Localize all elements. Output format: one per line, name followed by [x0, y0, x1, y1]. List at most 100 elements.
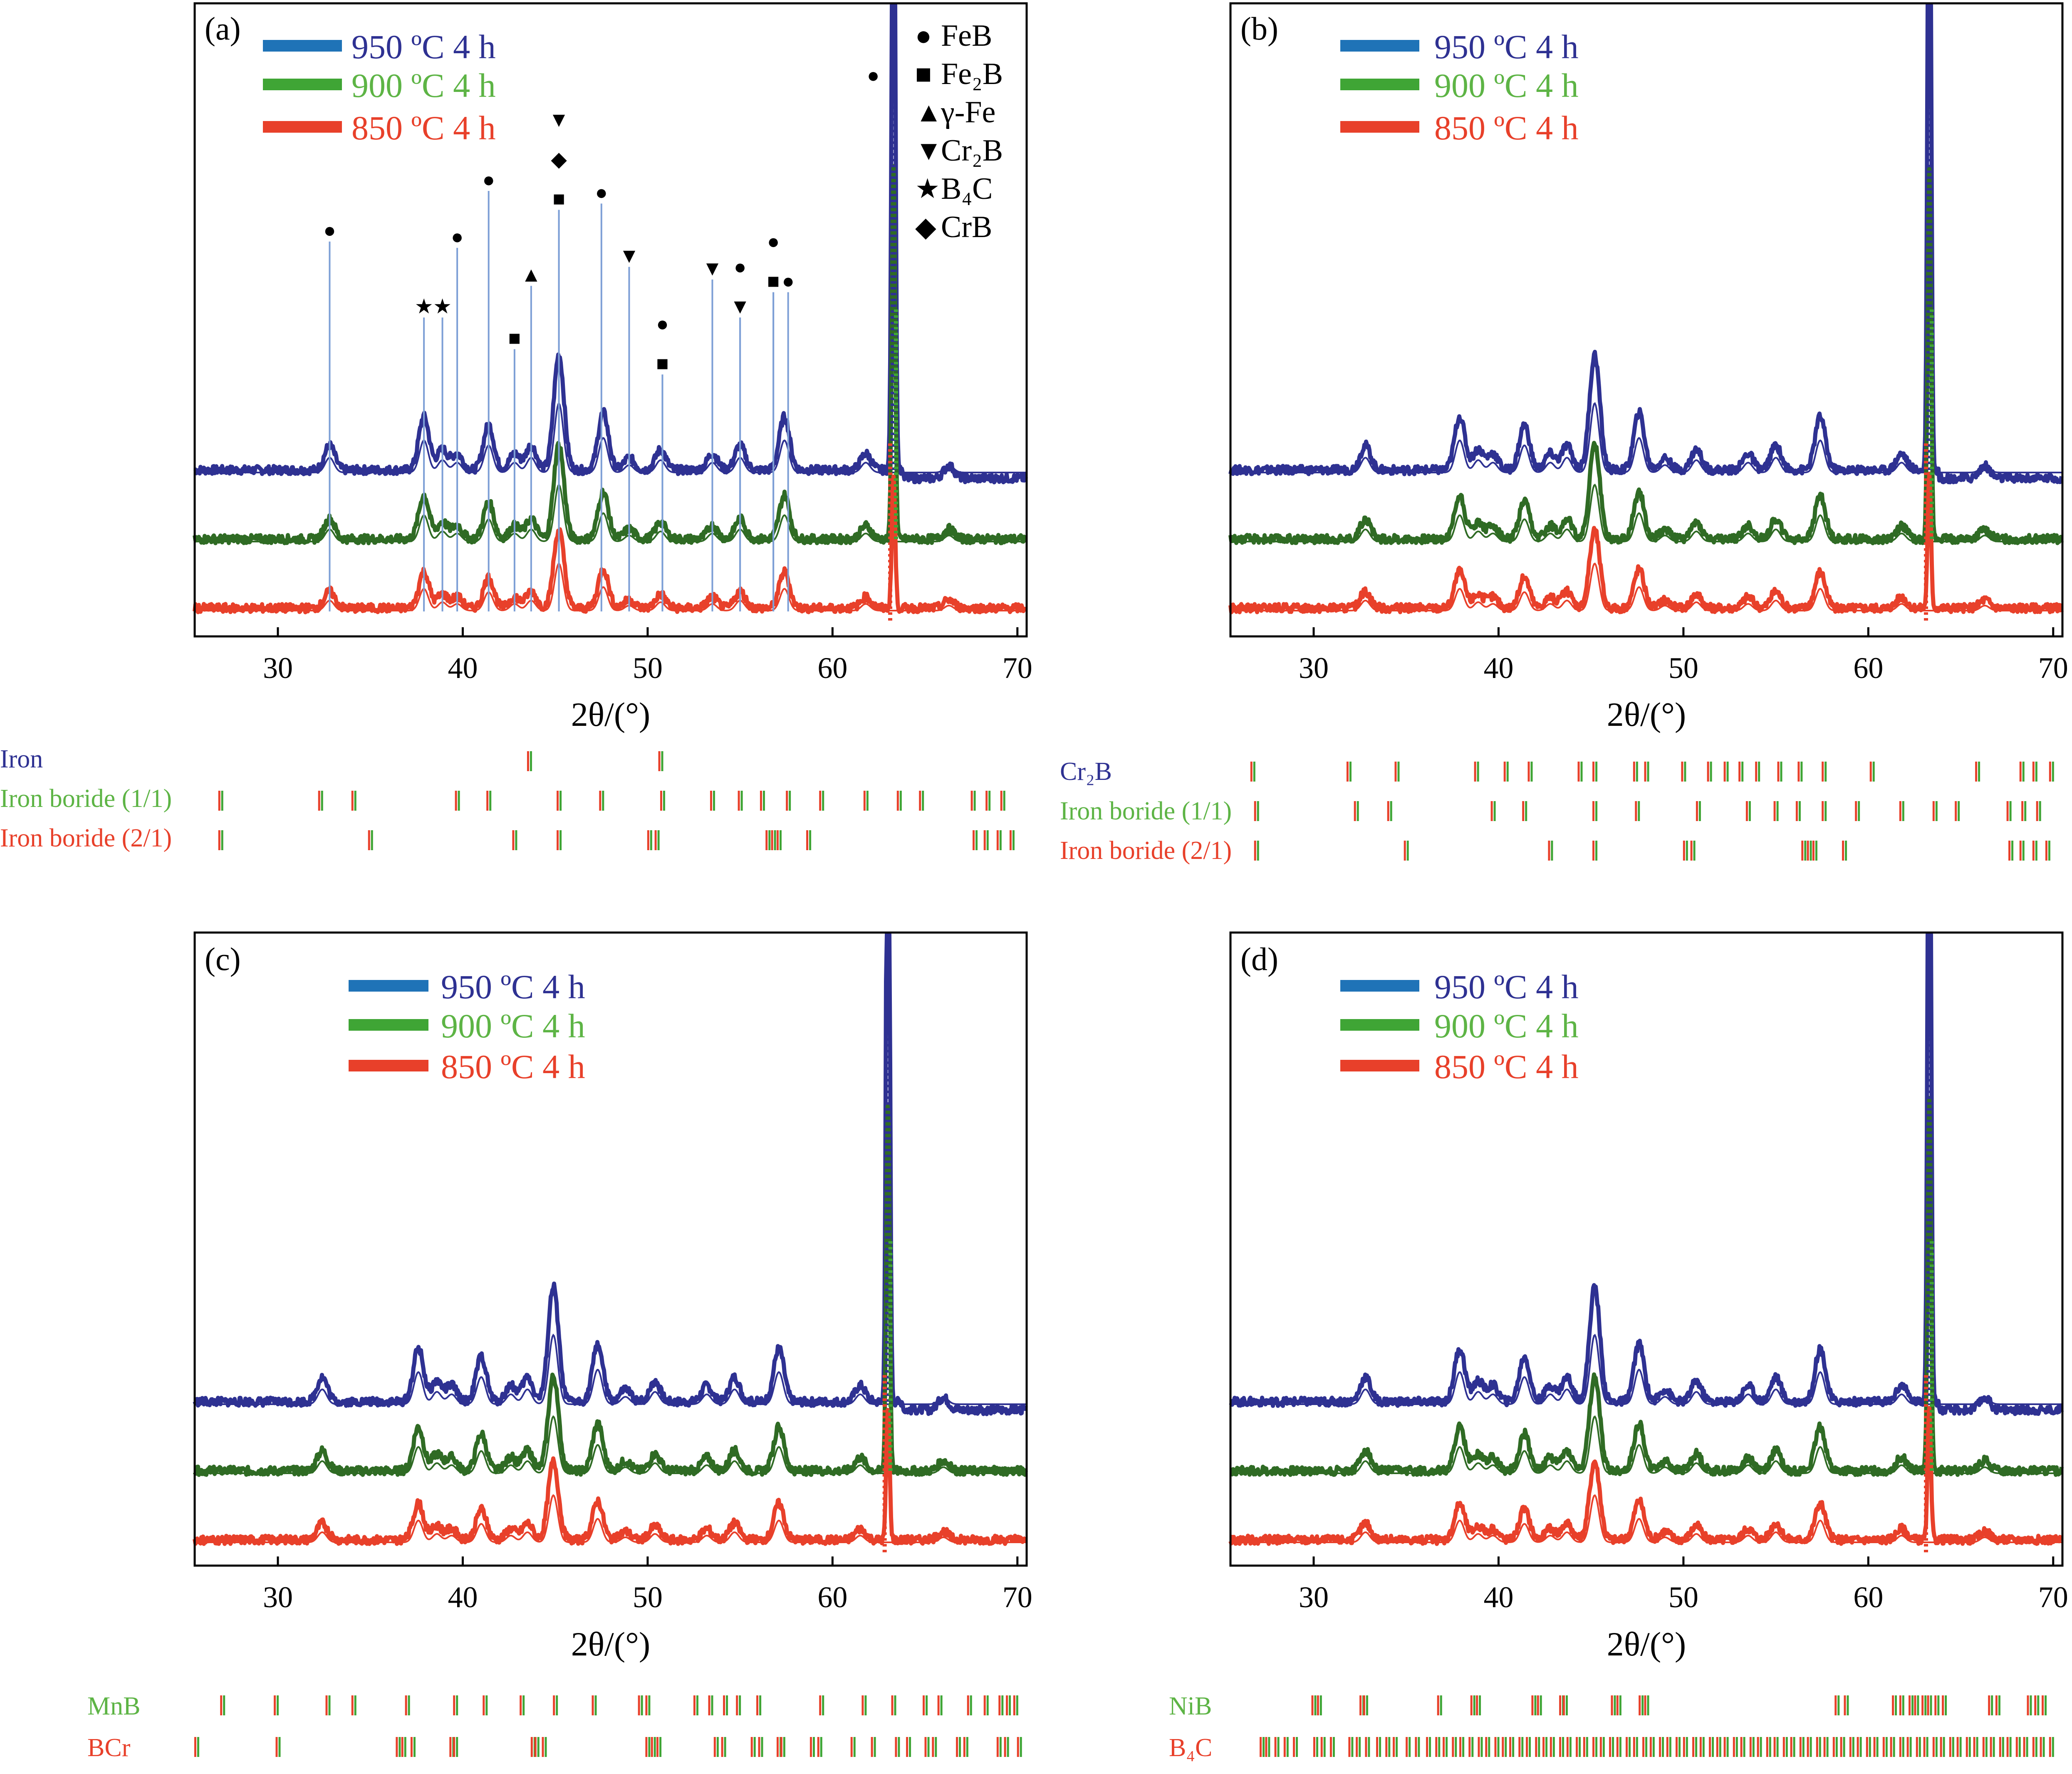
x-tick-label-30: 30 — [263, 651, 293, 685]
fit-line-900 — [1230, 483, 2062, 542]
panel-a-ref-ticks — [218, 751, 1015, 850]
panel-d-x-ticks: 30 40 50 60 70 — [1299, 1556, 2068, 1614]
legend-label-850: 850 ºC 4 h — [1434, 109, 1579, 147]
panel-b-legend: 950 ºC 4 h 900 ºC 4 h 850 ºC 4 h — [1340, 28, 1579, 147]
x-tick-label-60: 60 — [817, 1581, 847, 1614]
phase-marker-fe2b: ■ — [552, 187, 565, 210]
phase-marker-feb: ● — [734, 255, 746, 278]
panel-d-ref-ticks — [1260, 1695, 2054, 1757]
phase-legend-label-fe2b: Fe₂B — [941, 57, 1003, 91]
phase-legend-label-gamma-fe: γ-Fe — [941, 95, 995, 129]
phase-marker-feb: ● — [656, 312, 668, 335]
phase-marker-cr2b: ▼ — [619, 244, 640, 267]
ref-label-bcr: BCr — [87, 1734, 131, 1762]
x-tick-label-50: 50 — [1668, 1581, 1698, 1614]
phase-legend-label-cr2b: Cr₂B — [941, 134, 1003, 168]
x-tick-label-40: 40 — [1483, 1581, 1513, 1614]
fit-line-950 — [1230, 402, 2062, 473]
x-tick-label-50: 50 — [633, 651, 663, 685]
phase-marker-cr2b: ▼ — [549, 108, 569, 131]
panel-d-reference-patterns: NiB B₄C — [1169, 1692, 2054, 1762]
fit-line-950 — [195, 402, 1026, 473]
panel-b-x-label: 2θ/(°) — [1607, 695, 1686, 733]
panel-a-reference-patterns: Iron Iron boride (1/1) Iron boride (2/1) — [0, 745, 1015, 852]
x-tick-label-60: 60 — [1853, 1581, 1883, 1614]
phase-marker-b4c: ★ — [433, 294, 452, 318]
legend-label-850: 850 ºC 4 h — [352, 109, 496, 147]
panel-a-axes-frame — [193, 2, 1028, 638]
panel-a-traces — [193, 3, 1028, 621]
fit-line-900 — [1230, 1415, 2062, 1474]
fit-line-950 — [195, 1334, 1026, 1405]
x-tick-label-40: 40 — [448, 651, 478, 685]
phase-marker-feb: ● — [782, 269, 795, 292]
panel-a-label: (a) — [205, 10, 241, 47]
phase-marker-fe: ▲ — [521, 263, 542, 286]
panel-c-label: (c) — [205, 941, 241, 977]
fit-line-850 — [195, 562, 1026, 611]
phase-legend-symbol-fe2b: ■ — [915, 59, 932, 89]
phase-marker-fe2b: ■ — [508, 326, 521, 349]
phase-marker-feb: ● — [867, 64, 879, 87]
ref-label-iron-boride-2-1: Iron boride (2/1) — [0, 824, 172, 852]
trace-850 — [193, 1408, 1028, 1546]
x-tick-label-70: 70 — [1003, 651, 1032, 685]
panel-a: ●★ ★●●■▲■◆▼●▼■●▼▼●■●●● (a) 30 40 50 60 70 2θ/… — [0, 2, 1032, 852]
panel-d-traces — [1228, 932, 2064, 1552]
panel-a-x-label: 2θ/(°) — [571, 695, 650, 733]
fit-line-950 — [1230, 1334, 2062, 1405]
panel-c-reference-patterns: MnB BCr — [87, 1692, 1022, 1762]
panel-c-axes-frame — [193, 931, 1028, 1567]
panel-a-x-ticks: 30 40 50 60 70 — [263, 627, 1032, 685]
panel-a-legend: 950 ºC 4 h 900 ºC 4 h 850 ºC 4 h — [263, 28, 496, 147]
x-tick-label-30: 30 — [263, 1581, 293, 1614]
phase-legend-symbol-gamma-fe: ▲ — [915, 97, 942, 128]
phase-marker-cr2b: ▼ — [730, 294, 750, 318]
phase-marker-cr2b: ▼ — [702, 257, 723, 280]
ref-label-b4c: B₄C — [1169, 1734, 1212, 1762]
x-tick-label-70: 70 — [1003, 1581, 1032, 1614]
ref-label-iron-boride-1-1: Iron boride (1/1) — [0, 784, 172, 813]
x-tick-label-40: 40 — [448, 1581, 478, 1614]
panel-b-x-ticks: 30 40 50 60 70 — [1299, 627, 2068, 685]
phase-marker-feb: ● — [595, 181, 608, 204]
x-tick-label-70: 70 — [2038, 1581, 2068, 1614]
trace-900 — [1229, 1096, 2064, 1477]
trace-950 — [1228, 3, 2064, 485]
phase-marker-fe2b: ■ — [767, 269, 780, 292]
panel-b-reference-patterns: Cr₂B Iron boride (1/1) Iron boride (2/1) — [1060, 757, 2054, 865]
panel-b: (b) 30 40 50 60 70 2θ/(°) 950 ºC 4 h 900 ºC … — [1060, 2, 2068, 865]
legend-label-950: 950 ºC 4 h — [1434, 28, 1579, 66]
phase-legend-symbol-feb: ● — [915, 21, 932, 51]
phase-marker-crb: ◆ — [551, 148, 567, 171]
x-tick-label-30: 30 — [1299, 1581, 1329, 1614]
phase-marker-feb: ● — [323, 219, 336, 242]
panel-c-legend: 950 ºC 4 h 900 ºC 4 h 850 ºC 4 h — [349, 968, 585, 1086]
panel-d-label: (d) — [1240, 941, 1278, 977]
panel-d-legend: 950 ºC 4 h 900 ºC 4 h 850 ºC 4 h — [1340, 968, 1579, 1086]
legend-label-900: 900 ºC 4 h — [1434, 67, 1579, 104]
trace-850 — [1228, 471, 2064, 614]
phase-marker-b4c: ★ — [415, 294, 433, 318]
phase-legend-label-crb: CrB — [941, 210, 992, 244]
panel-c-x-label: 2θ/(°) — [571, 1625, 650, 1663]
panel-c: (c) 30 40 50 60 70 2θ/(°) 950 ºC 4 h 900 ºC … — [87, 931, 1032, 1762]
x-tick-label-60: 60 — [1853, 651, 1883, 685]
panel-c-traces — [193, 932, 1028, 1552]
phase-legend-label-feb: FeB — [941, 19, 992, 53]
legend-label-950: 950 ºC 4 h — [352, 28, 496, 66]
x-tick-label-50: 50 — [633, 1581, 663, 1614]
trace-950 — [1229, 932, 2064, 1416]
legend-label-900: 900 ºC 4 h — [1434, 1007, 1579, 1045]
x-tick-label-60: 60 — [817, 651, 847, 685]
panel-d-x-label: 2θ/(°) — [1607, 1625, 1686, 1663]
ref-label-iron-boride-2-1: Iron boride (2/1) — [1060, 836, 1232, 865]
panel-d: (d) 30 40 50 60 70 2θ/(°) 950 ºC 4 h 900 ºC … — [1169, 931, 2068, 1762]
phase-legend-symbol-crb: ◆ — [915, 212, 936, 242]
panel-a-phase-legend: ● FeB ■ Fe₂B ▲ γ-Fe ▼ Cr₂B ★ B₄C ◆ CrB — [915, 19, 1003, 244]
phase-marker-feb: ● — [767, 230, 780, 253]
ref-label-iron-boride-1-1: Iron boride (1/1) — [1060, 797, 1232, 825]
x-tick-label-30: 30 — [1299, 651, 1329, 685]
x-tick-label-50: 50 — [1668, 651, 1698, 685]
